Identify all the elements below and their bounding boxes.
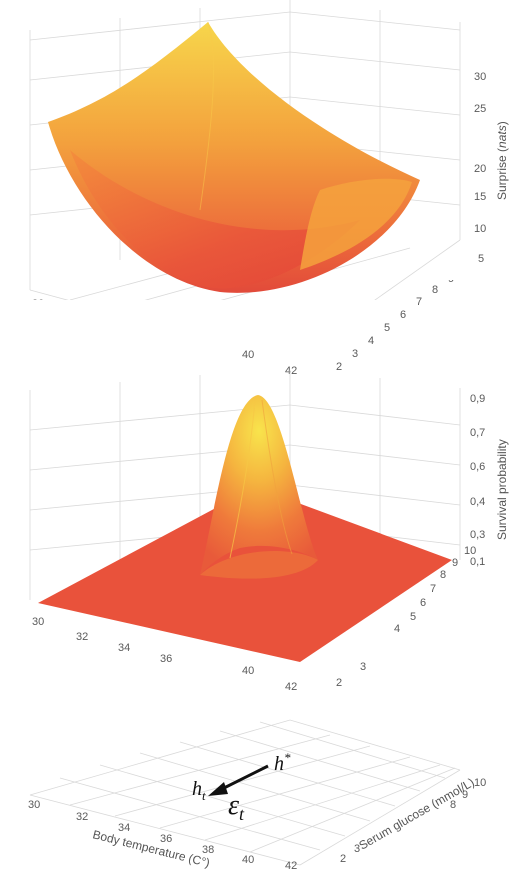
x-tick: 38 (202, 662, 214, 665)
surprise-bowl-surface (48, 21, 420, 293)
y-tick: 8 (440, 569, 446, 581)
y-tick: 3 (352, 348, 358, 360)
h-t-label: ht (192, 778, 206, 803)
x-tick: 40 (242, 349, 254, 361)
x-tick: 30 (28, 799, 40, 811)
survival-lower-ticks: 38 40 42 2 3 (202, 662, 366, 693)
y-tick: 10 (474, 777, 486, 789)
y-tick: 9 (462, 789, 468, 801)
z-tick: 25 (474, 103, 486, 115)
z-tick: 5 (478, 253, 484, 265)
epsilon-t-label: εt (228, 790, 245, 824)
survival-z-title: Survival probability (495, 439, 509, 540)
survival-peak (200, 395, 318, 579)
y-tick: 8 (450, 799, 456, 811)
z-tick: 15 (474, 191, 486, 203)
h-star-label: h* (274, 750, 291, 775)
survival-x-axis: 30 32 34 36 (32, 616, 172, 665)
x-axis-title: Body temperature (C°) (91, 827, 211, 870)
y-tick: 9 (452, 557, 458, 569)
z-tick: 0,6 (470, 461, 485, 473)
y-tick: 3 (360, 662, 366, 673)
y-tick: 3 (354, 843, 360, 855)
state-plane-panel: h* ht εt 30 32 34 36 38 40 42 Body tempe… (28, 719, 486, 870)
survival-surface-panel: 0,1 0,3 0,4 0,6 0,7 0,9 Survival probabi… (29, 370, 509, 665)
z-tick: 10 (474, 223, 486, 235)
y-tick: 9 (448, 280, 454, 285)
y-tick: 8 (432, 284, 438, 296)
x-tick: 32 (76, 631, 88, 643)
y-tick: 7 (416, 296, 422, 308)
z-tick: 0,4 (470, 496, 485, 508)
x-tick: 30 (32, 298, 44, 300)
x-tick: 34 (118, 822, 130, 834)
y-tick: 4 (368, 335, 374, 347)
surprise-surface-panel: 5 10 15 20 25 30 Surprise (nats) 30 32 3… (29, 0, 509, 300)
x-tick: 40 (242, 854, 254, 866)
y-axis-title: Serum glucose (mmol/L) (357, 775, 477, 852)
z-tick: 20 (474, 163, 486, 175)
surprise-z-title: Surprise (nats) (495, 121, 509, 200)
y-tick: 2 (336, 361, 342, 373)
x-tick: 36 (160, 833, 172, 845)
y-tick: 4 (394, 623, 400, 635)
x-tick: 36 (160, 653, 172, 665)
x-tick: 42 (285, 860, 297, 870)
plane-y-axis: 2 3 8 9 10 (340, 777, 486, 865)
surprise-x-ticks-right: 40 42 (242, 349, 297, 377)
y-tick: 7 (430, 583, 436, 595)
x-tick: 30 (32, 616, 44, 628)
plane-x-axis: 30 32 34 36 38 40 42 (28, 799, 297, 870)
plane-grid (29, 719, 461, 866)
surprise-lower-ticks: 40 42 2 3 4 5 6 7 8 9 (242, 280, 454, 377)
surprise-z-axis: 5 10 15 20 25 30 Surprise (nats) (474, 71, 509, 265)
x-tick: 40 (242, 665, 254, 677)
surprise-y-ticks: 2 3 4 5 6 7 8 9 (336, 280, 454, 373)
survival-z-axis: 0,1 0,3 0,4 0,6 0,7 0,9 Survival probabi… (470, 393, 509, 568)
x-tick: 42 (285, 681, 297, 693)
x-tick: 34 (118, 642, 130, 654)
x-tick: 32 (76, 811, 88, 823)
z-tick: 0,3 (470, 529, 485, 541)
surprise-x-axis: 30 32 34 36 38 (32, 298, 44, 300)
z-tick: 0,1 (470, 556, 485, 568)
state-arrow (208, 764, 269, 796)
survival-y-ticks: 4 5 6 7 8 9 10 (394, 545, 476, 635)
x-tick: 42 (285, 365, 297, 377)
y-tick: 6 (400, 309, 406, 321)
y-tick: 6 (420, 597, 426, 609)
x-tick: 38 (202, 844, 214, 856)
z-tick: 0,7 (470, 427, 485, 439)
y-tick: 2 (336, 677, 342, 689)
y-tick: 2 (340, 853, 346, 865)
z-tick: 0,9 (470, 393, 485, 405)
y-tick: 10 (464, 545, 476, 557)
y-tick: 5 (384, 322, 390, 334)
z-tick: 30 (474, 71, 486, 83)
y-tick: 5 (410, 611, 416, 623)
